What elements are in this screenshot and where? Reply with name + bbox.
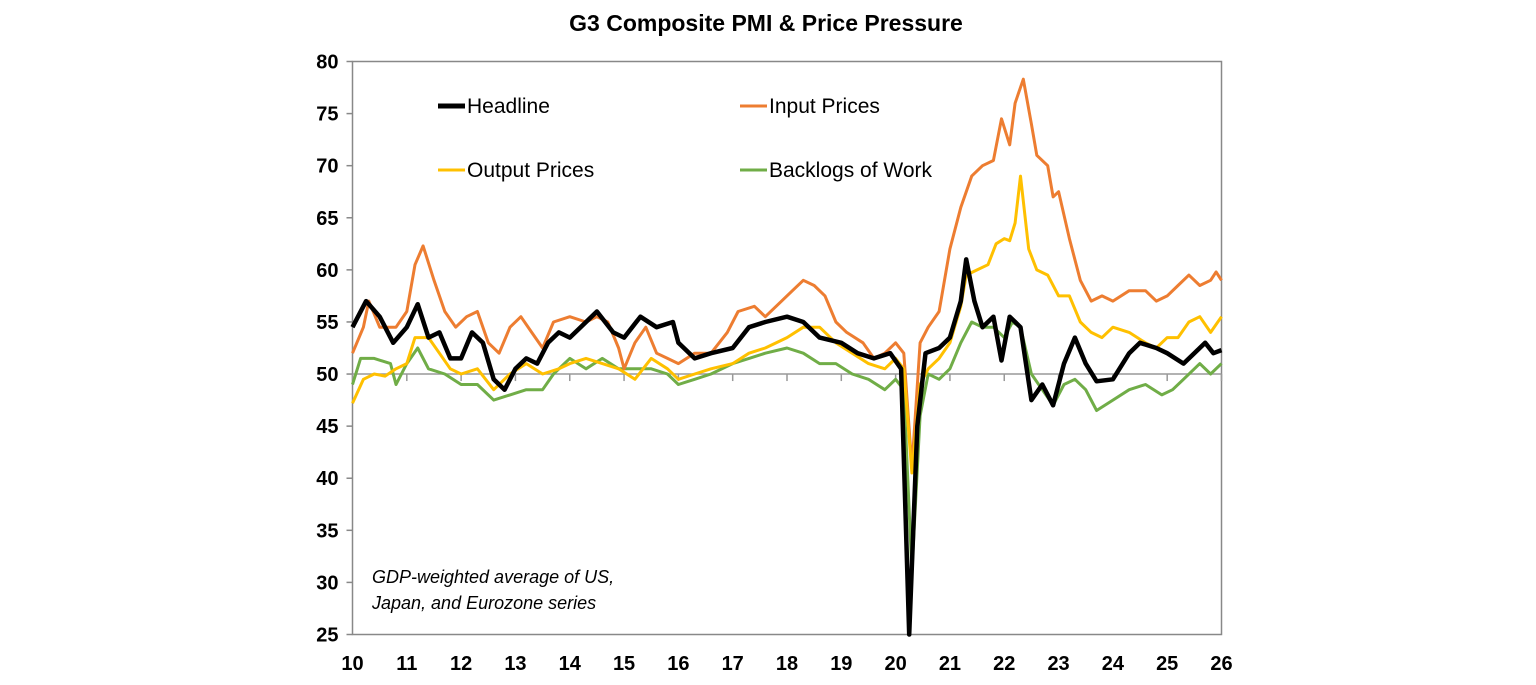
plot-area: [351, 60, 1223, 636]
legend-label: Backlogs of Work: [769, 159, 933, 182]
x-tick-label: 11: [396, 653, 417, 675]
legend: Headline Input Prices Output Prices Backlog…: [438, 95, 933, 182]
y-tick-label: 30: [316, 572, 338, 594]
y-tick-label: 60: [316, 260, 338, 282]
y-tick-label: 35: [316, 520, 338, 542]
x-tick-label: 23: [1047, 653, 1069, 675]
series-line-backlogs-of-work: [351, 320, 1223, 574]
x-tick-label: 15: [613, 653, 635, 675]
y-tick-label: 45: [316, 416, 338, 438]
y-tick-label: 40: [316, 468, 338, 490]
x-tick-label: 20: [885, 653, 907, 675]
series-line-input-prices: [351, 77, 1223, 470]
y-tick-label: 70: [316, 156, 338, 178]
x-tick-label: 12: [450, 653, 472, 675]
y-tick-label: 65: [316, 208, 338, 230]
x-tick-label: 26: [1210, 653, 1232, 675]
x-tick-label: 24: [1102, 653, 1125, 675]
x-tick-label: 10: [341, 653, 363, 675]
series-line-headline: [350, 257, 1223, 637]
y-tick-label: 80: [316, 52, 338, 74]
x-tick-label: 14: [559, 653, 582, 675]
legend-label: Headline: [467, 95, 550, 118]
x-tick-label: 17: [722, 653, 744, 675]
x-tick-label: 19: [830, 653, 852, 675]
x-tick-label: 22: [993, 653, 1015, 675]
chart-title: G3 Composite PMI & Price Pressure: [569, 10, 963, 36]
y-tick-label: 55: [316, 312, 338, 334]
annotation-line-1: GDP-weighted average of US,: [372, 567, 614, 587]
legend-label: Input Prices: [769, 95, 880, 118]
y-tick-label: 75: [316, 104, 338, 126]
x-tick-label: 21: [939, 653, 961, 675]
series-line-output-prices: [351, 174, 1223, 475]
x-tick-label: 13: [504, 653, 526, 675]
legend-label: Output Prices: [467, 159, 594, 182]
y-tick-label: 50: [316, 364, 338, 386]
x-tick-label: 25: [1156, 653, 1178, 675]
y-tick-label: 25: [316, 625, 338, 647]
x-tick-label: 18: [776, 653, 798, 675]
x-tick-label: 16: [667, 653, 689, 675]
annotation-line-2: Japan, and Eurozone series: [371, 593, 596, 613]
